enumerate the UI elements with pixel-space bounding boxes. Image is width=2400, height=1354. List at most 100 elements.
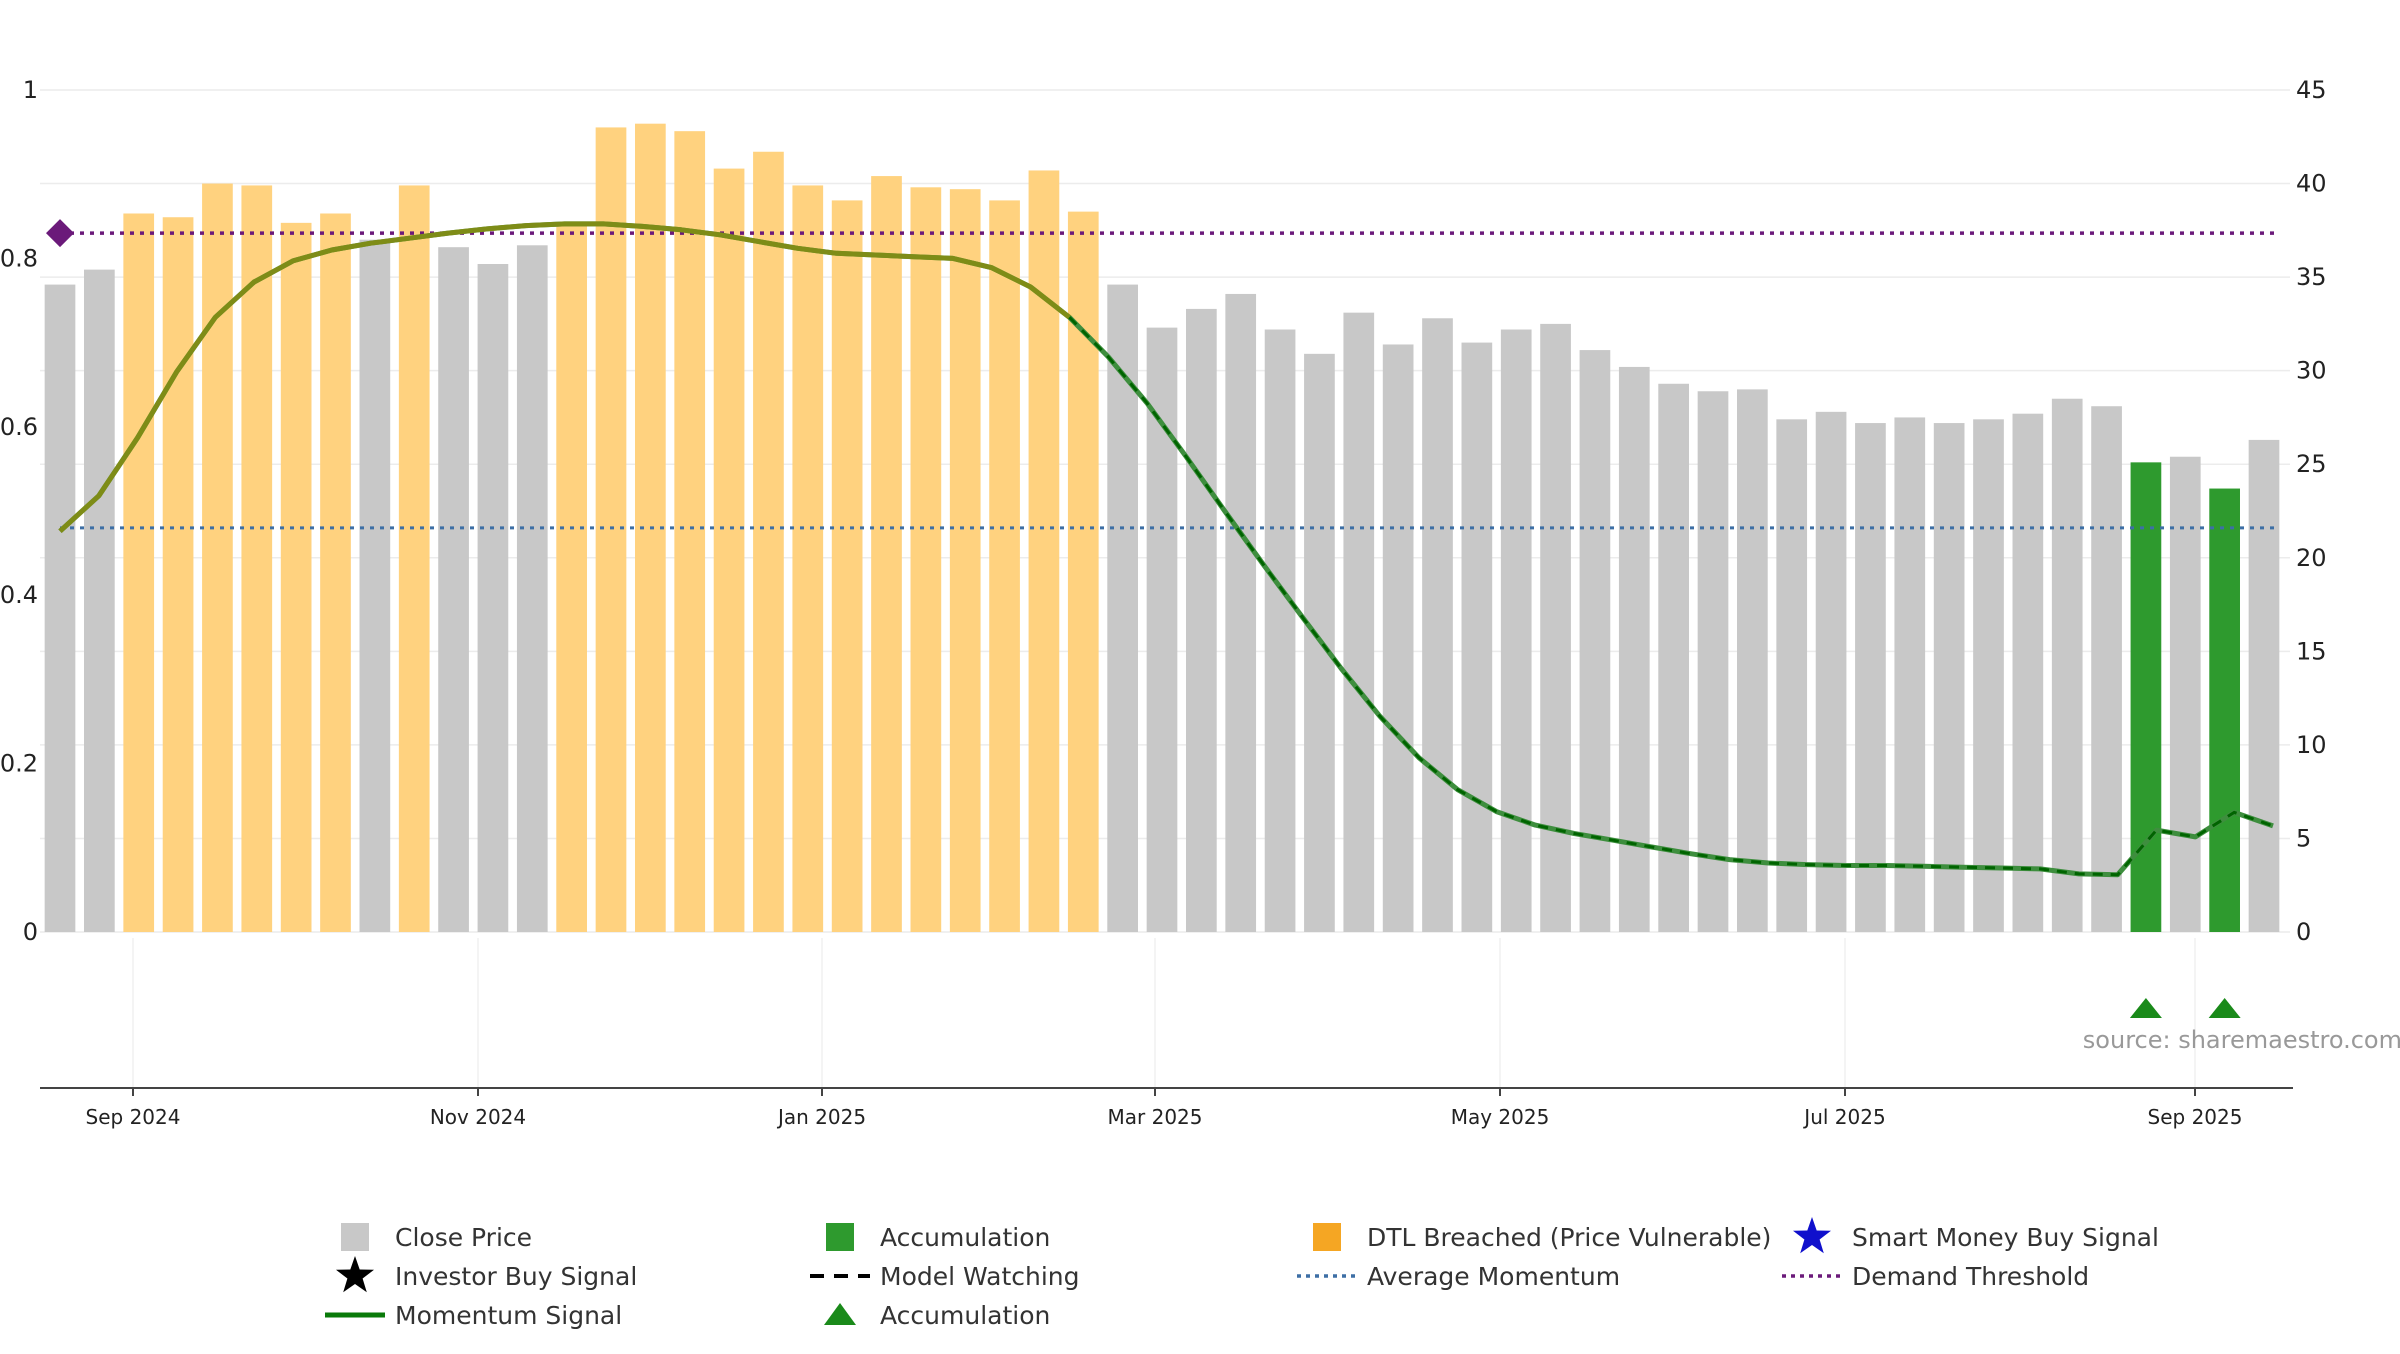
smart-money-star-icon: [1793, 1217, 1831, 1254]
price-bars: [44, 123, 2280, 933]
price-bar: [477, 264, 509, 933]
price-bar: [320, 213, 351, 932]
price-bar: [2051, 398, 2083, 932]
price-bar: [792, 185, 824, 933]
price-bar: [1894, 417, 1926, 932]
price-bar: [1146, 327, 1178, 932]
source-credit: source: sharemaestro.com: [2083, 1026, 2400, 1054]
price-bar: [1933, 423, 1965, 932]
price-bar: [2130, 462, 2162, 932]
y-left-tick-label: 0.4: [0, 581, 38, 609]
price-bar: [831, 200, 863, 932]
price-bar: [2248, 439, 2280, 932]
legend-label: Demand Threshold: [1852, 1262, 2089, 1291]
x-tick-label: May 2025: [1451, 1105, 1550, 1129]
y-left-tick-label: 0.6: [0, 413, 38, 441]
price-bar: [556, 222, 587, 933]
price-bar: [2091, 406, 2122, 932]
price-bar: [1697, 391, 1729, 932]
y-right-tick-label: 20: [2296, 544, 2327, 572]
price-bar: [910, 187, 942, 932]
accumulation-triangle-icon: [2129, 998, 2162, 1018]
price-bar: [1500, 329, 1532, 933]
price-bar: [871, 176, 902, 932]
y-right-tick-label: 35: [2296, 263, 2327, 291]
price-bar: [674, 131, 706, 933]
y-right-tick-label: 30: [2296, 357, 2327, 385]
legend-label: Close Price: [395, 1223, 532, 1252]
x-tick-label: Sep 2024: [86, 1105, 181, 1129]
price-bar: [1737, 389, 1768, 932]
demand-threshold-marker: [46, 219, 74, 248]
x-tick-label: Mar 2025: [1108, 1105, 1203, 1129]
price-bar: [1815, 411, 1847, 932]
price-bar: [359, 239, 391, 932]
model-watching-line: [1068, 316, 2274, 877]
price-bar: [949, 189, 981, 932]
legend-label: Model Watching: [880, 1262, 1080, 1291]
legend-label: Accumulation: [880, 1223, 1050, 1252]
accumulation-triangle-icon: [2208, 998, 2241, 1018]
legend-label: Accumulation: [880, 1301, 1050, 1330]
legend-item: Model Watching: [810, 1262, 1080, 1291]
legend-item: Investor Buy Signal: [336, 1256, 637, 1293]
price-bar: [1618, 366, 1650, 932]
price-bar: [438, 247, 469, 932]
legend-label: DTL Breached (Price Vulnerable): [1367, 1223, 1771, 1252]
x-tick-label: Jan 2025: [776, 1105, 866, 1129]
legend-item: Close Price: [341, 1223, 532, 1252]
price-bar: [1382, 344, 1414, 933]
price-bar: [1579, 350, 1611, 932]
price-bar: [1028, 170, 1060, 933]
axes: 0 5 10 15 20 25 30 35 40 45 0 0.2 0.4 0.6 0.8 1 Sep 2024…: [0, 76, 2327, 1129]
y-left-tick-label: 0.8: [0, 244, 38, 272]
price-bar: [241, 185, 273, 933]
y-right-tick-label: 0: [2296, 918, 2311, 946]
price-bar: [1343, 312, 1375, 932]
legend-item: DTL Breached (Price Vulnerable): [1313, 1223, 1771, 1252]
price-bar: [989, 200, 1020, 932]
legend-item: Average Momentum: [1297, 1262, 1620, 1291]
accumulation-triangle-icon: [824, 1303, 856, 1325]
legend-label: Investor Buy Signal: [395, 1262, 637, 1291]
price-bar: [162, 217, 194, 933]
y-left-tick-label: 0.2: [0, 750, 38, 778]
price-bar: [2209, 488, 2240, 932]
x-tick-label: Sep 2025: [2148, 1105, 2243, 1129]
close-price-swatch-icon: [341, 1223, 369, 1251]
price-bar: [1855, 423, 1886, 932]
price-bar: [1225, 293, 1257, 932]
legend-item: Momentum Signal: [325, 1301, 622, 1330]
accumulation-swatch-icon: [826, 1223, 854, 1251]
price-bar: [1540, 323, 1571, 932]
legend-label: Average Momentum: [1367, 1262, 1620, 1291]
price-bar: [1461, 342, 1493, 933]
price-bar: [1658, 383, 1689, 933]
price-bar: [44, 284, 76, 932]
momentum-overlay-line: [58, 221, 1071, 534]
y-left-tick-label: 0: [23, 918, 38, 946]
price-bar: [280, 222, 312, 933]
legend-item: Smart Money Buy Signal: [1793, 1217, 2159, 1254]
legend-item: Accumulation: [826, 1223, 1050, 1252]
y-right-tick-label: 45: [2296, 76, 2327, 104]
price-bar: [713, 168, 745, 932]
legend: Close Price Accumulation DTL Breached (Pri…: [325, 1217, 2159, 1330]
signal-markers: [2129, 998, 2241, 1018]
legend-label: Smart Money Buy Signal: [1852, 1223, 2159, 1252]
investor-buy-star-icon: [336, 1256, 374, 1293]
dtl-swatch-icon: [1313, 1223, 1341, 1251]
legend-item: Accumulation: [824, 1301, 1050, 1330]
price-bar: [1264, 329, 1296, 933]
y-right-tick-label: 5: [2296, 824, 2311, 852]
price-bar: [123, 213, 155, 932]
price-bar: [1973, 419, 2004, 932]
price-bar: [398, 185, 430, 933]
y-right-tick-label: 25: [2296, 450, 2327, 478]
price-bar: [1107, 284, 1138, 932]
x-tick-label: Nov 2024: [430, 1105, 526, 1129]
price-bar: [1776, 419, 1808, 932]
price-bar: [1422, 318, 1453, 933]
legend-item: Demand Threshold: [1782, 1262, 2089, 1291]
